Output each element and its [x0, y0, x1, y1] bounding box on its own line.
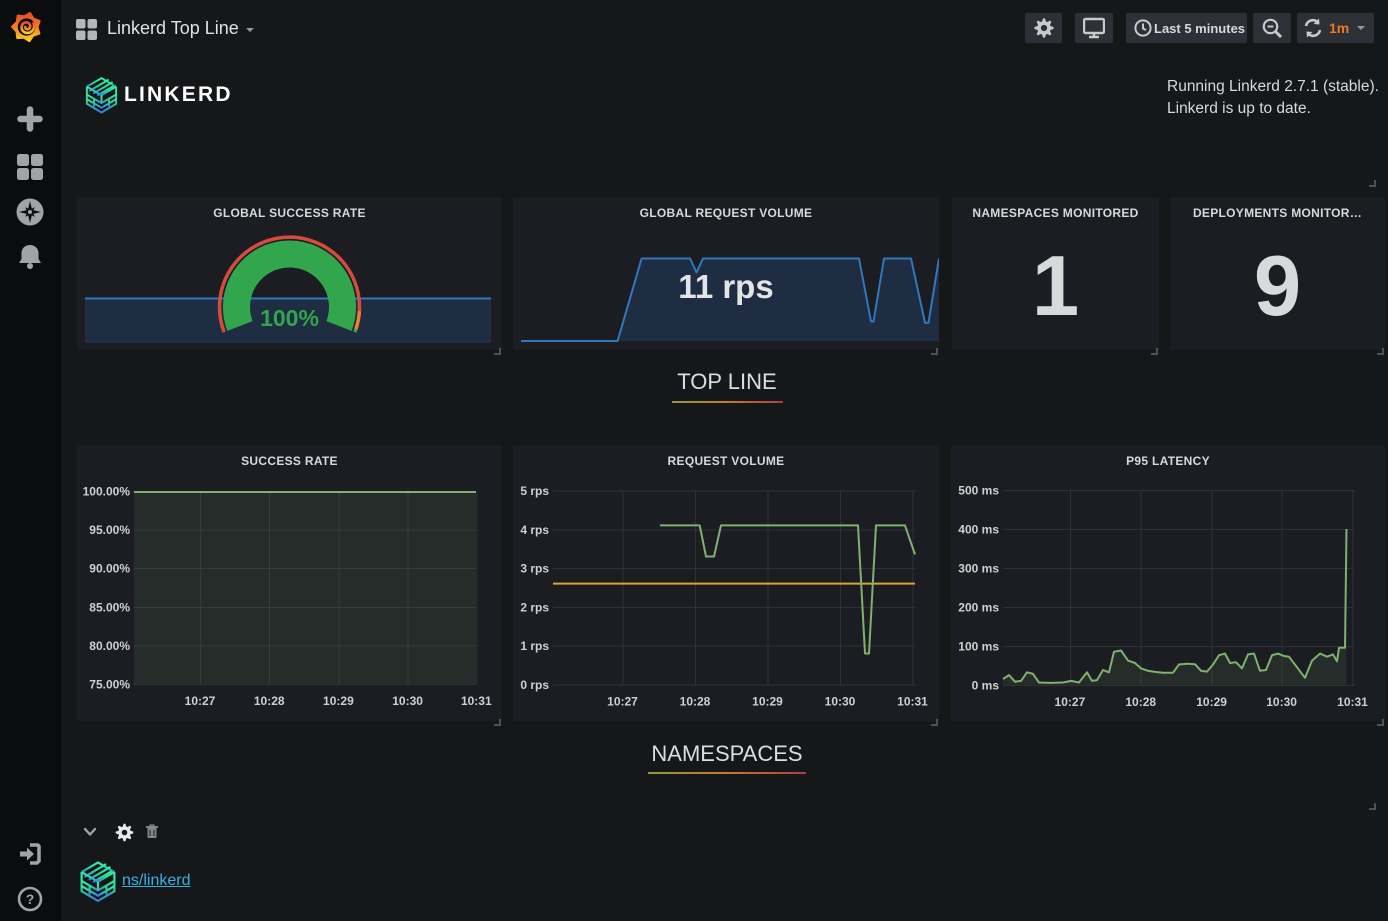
svg-text:85.00%: 85.00% [89, 600, 130, 614]
svg-text:10:30: 10:30 [1266, 695, 1297, 709]
svg-text:10:28: 10:28 [254, 694, 285, 708]
svg-text:3 rps: 3 rps [520, 562, 549, 576]
svg-text:95.00%: 95.00% [89, 523, 130, 537]
svg-text:5 rps: 5 rps [520, 484, 549, 498]
svg-text:10:27: 10:27 [607, 695, 638, 709]
svg-text:10:28: 10:28 [680, 695, 711, 709]
svg-text:10:30: 10:30 [392, 694, 423, 708]
svg-text:?: ? [26, 891, 35, 907]
svg-text:100 ms: 100 ms [958, 639, 999, 653]
svg-text:100.00%: 100.00% [83, 485, 131, 499]
svg-text:11 rps: 11 rps [678, 268, 773, 305]
svg-text:0 ms: 0 ms [972, 678, 1000, 692]
svg-text:1 rps: 1 rps [520, 639, 549, 653]
svg-text:400 ms: 400 ms [958, 522, 999, 536]
svg-text:2 rps: 2 rps [520, 600, 549, 614]
svg-text:10:31: 10:31 [897, 695, 928, 709]
svg-text:10:29: 10:29 [1196, 695, 1227, 709]
svg-text:75.00%: 75.00% [89, 678, 130, 692]
svg-text:10:27: 10:27 [185, 694, 216, 708]
svg-text:0 rps: 0 rps [520, 678, 549, 692]
svg-text:100%: 100% [260, 305, 319, 331]
svg-text:300 ms: 300 ms [958, 561, 999, 575]
svg-text:90.00%: 90.00% [89, 562, 130, 576]
svg-text:10:31: 10:31 [461, 694, 492, 708]
svg-text:10:31: 10:31 [1337, 695, 1368, 709]
svg-text:500 ms: 500 ms [958, 484, 999, 498]
svg-text:10:30: 10:30 [825, 695, 856, 709]
svg-text:200 ms: 200 ms [958, 600, 999, 614]
svg-text:10:27: 10:27 [1055, 695, 1086, 709]
svg-text:10:29: 10:29 [323, 694, 354, 708]
svg-text:10:28: 10:28 [1125, 695, 1156, 709]
svg-text:4 rps: 4 rps [520, 523, 549, 537]
svg-text:10:29: 10:29 [752, 695, 783, 709]
svg-text:80.00%: 80.00% [89, 639, 130, 653]
